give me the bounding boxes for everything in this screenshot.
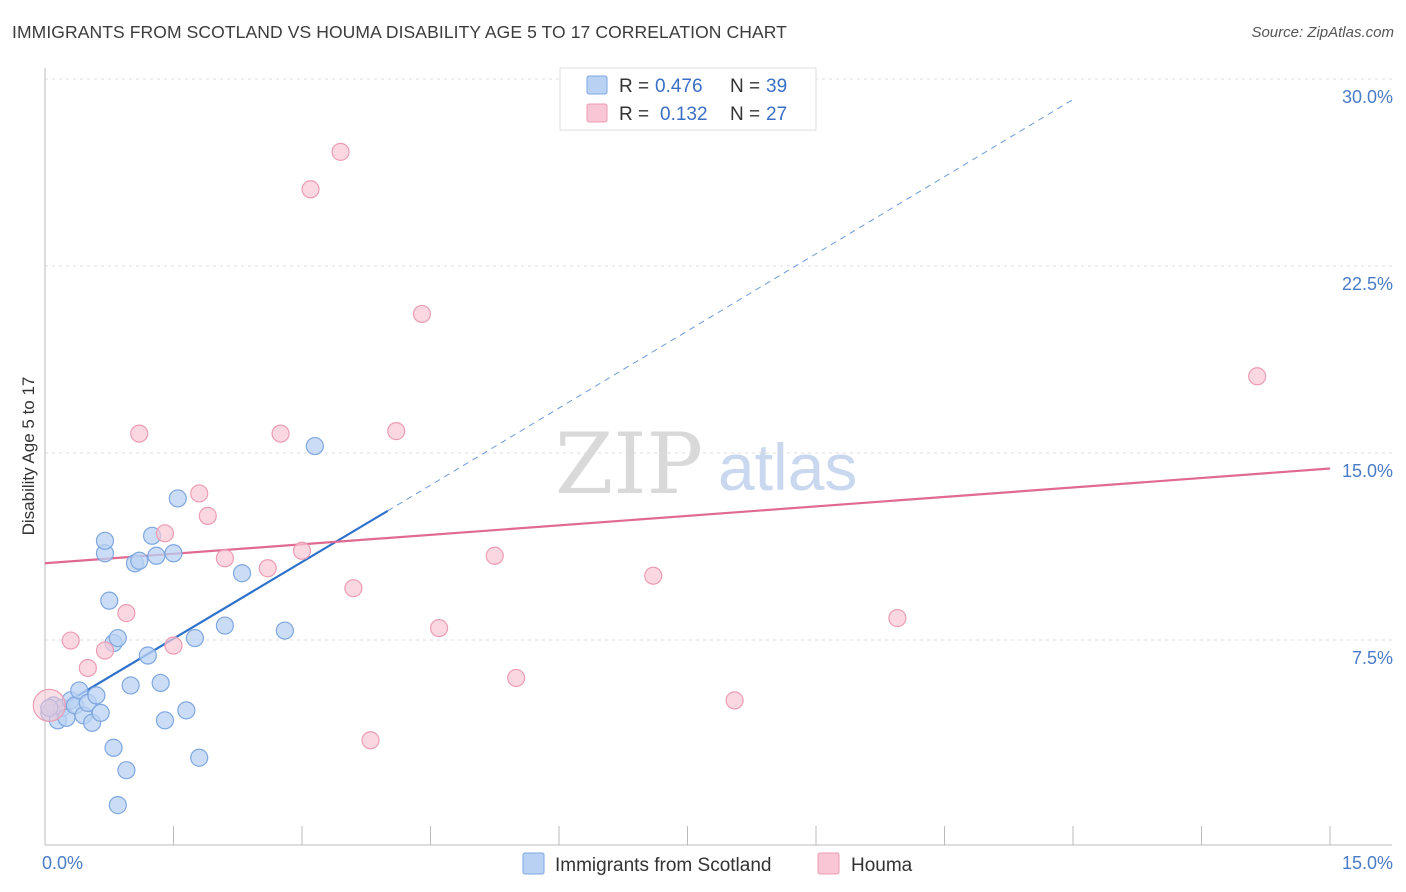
- data-point-pink: [117, 604, 136, 623]
- data-point-pink: [507, 668, 526, 688]
- series-houma: [32, 142, 1267, 750]
- data-point-blue: [108, 796, 127, 815]
- data-point-blue: [104, 738, 123, 757]
- legend-swatch-pink: [586, 103, 608, 123]
- legend-n-label-2: N =: [730, 104, 760, 125]
- data-point-pink: [361, 731, 380, 750]
- data-point-blue: [70, 681, 89, 700]
- data-point-pink: [61, 631, 80, 650]
- data-point-blue: [155, 711, 175, 730]
- legend-n-value-1: 39: [766, 76, 787, 97]
- data-point-pink: [190, 484, 209, 503]
- y-tick-label: 7.5%: [1352, 648, 1393, 668]
- data-point-pink: [387, 422, 406, 441]
- trend-line-extension: [387, 99, 1074, 512]
- legend-swatch-blue: [586, 75, 608, 95]
- data-point-pink: [725, 691, 744, 710]
- bottom-legend-label-blue: Immigrants from Scotland: [555, 855, 771, 876]
- data-point-blue: [91, 703, 110, 722]
- data-point-pink: [485, 546, 504, 565]
- x-tick-label: 15.0%: [1342, 853, 1393, 873]
- data-point-pink: [215, 549, 234, 568]
- trend-line-immigrants-from-scotland: [44, 509, 389, 717]
- legend-r-value-1: 0.476: [655, 76, 703, 97]
- data-point-pink: [344, 579, 363, 598]
- legend: R = 0.476 N = 39 R = 0.132 N = 27: [559, 67, 817, 131]
- data-point-blue: [305, 436, 324, 456]
- data-point-pink: [78, 658, 97, 678]
- data-point-pink: [429, 618, 449, 638]
- data-point-blue: [215, 616, 234, 635]
- data-point-blue: [190, 748, 209, 767]
- grid: [45, 78, 1392, 641]
- data-point-blue: [130, 551, 149, 570]
- data-point-pink: [1248, 367, 1267, 386]
- bottom-legend-swatch-blue: [522, 852, 545, 875]
- data-point-blue: [232, 564, 252, 583]
- legend-r-value-2: 0.132: [660, 104, 708, 125]
- data-point-pink: [198, 506, 217, 525]
- watermark-zip: ZIP: [555, 415, 703, 513]
- data-point-blue: [185, 628, 205, 648]
- y-axis-label: Disability Age 5 to 17: [19, 377, 38, 536]
- data-point-blue: [275, 621, 294, 640]
- data-point-blue: [100, 591, 119, 610]
- data-point-pink: [888, 609, 907, 628]
- bottom-legend: Immigrants from Scotland Houma: [522, 852, 913, 876]
- data-point-blue: [177, 701, 196, 720]
- data-point-blue: [121, 676, 140, 695]
- bottom-legend-label-pink: Houma: [851, 855, 913, 876]
- data-point-pink: [292, 541, 312, 560]
- chart-title: IMMIGRANTS FROM SCOTLAND VS HOUMA DISABI…: [12, 22, 787, 42]
- trend-line-houma: [44, 467, 1331, 565]
- data-point-blue: [138, 646, 157, 665]
- data-point-pink: [301, 180, 320, 199]
- data-point-pink: [412, 304, 432, 324]
- y-tick-label: 22.5%: [1342, 274, 1393, 294]
- data-point-blue: [87, 686, 106, 705]
- data-point-pink: [331, 142, 350, 161]
- legend-r-label-2: R =: [619, 104, 649, 125]
- chart-source: Source: ZipAtlas.com: [1251, 24, 1394, 41]
- watermark: ZIP atlas: [555, 415, 857, 513]
- y-tick-label: 15.0%: [1342, 461, 1393, 481]
- data-point-blue: [151, 673, 170, 693]
- data-point-pink: [644, 566, 663, 585]
- data-point-pink: [164, 636, 183, 655]
- data-point-blue: [117, 761, 136, 780]
- data-point-blue: [95, 531, 115, 550]
- data-point-blue: [168, 489, 187, 508]
- data-point-blue: [108, 628, 127, 648]
- legend-n-value-2: 27: [766, 104, 787, 125]
- data-point-pink: [271, 424, 290, 443]
- x-tick-label: 0.0%: [42, 853, 83, 873]
- series-immigrants-from-scotland: [40, 436, 324, 815]
- data-point-pink: [155, 524, 175, 543]
- data-point-pink: [32, 688, 66, 722]
- tick-labels: 7.5% 15.0% 22.5% 30.0% 0.0% 15.0%: [42, 87, 1393, 873]
- trend-lines: [44, 99, 1331, 717]
- data-point-pink: [258, 559, 277, 578]
- data-point-blue: [147, 546, 166, 565]
- legend-r-label-1: R =: [619, 76, 649, 97]
- data-point-pink: [95, 641, 115, 660]
- data-point-pink: [130, 424, 149, 443]
- bottom-legend-swatch-pink: [817, 852, 840, 875]
- legend-n-label-1: N =: [730, 76, 760, 97]
- watermark-atlas: atlas: [718, 430, 857, 504]
- data-point-blue: [164, 544, 183, 563]
- y-tick-label: 30.0%: [1342, 87, 1393, 107]
